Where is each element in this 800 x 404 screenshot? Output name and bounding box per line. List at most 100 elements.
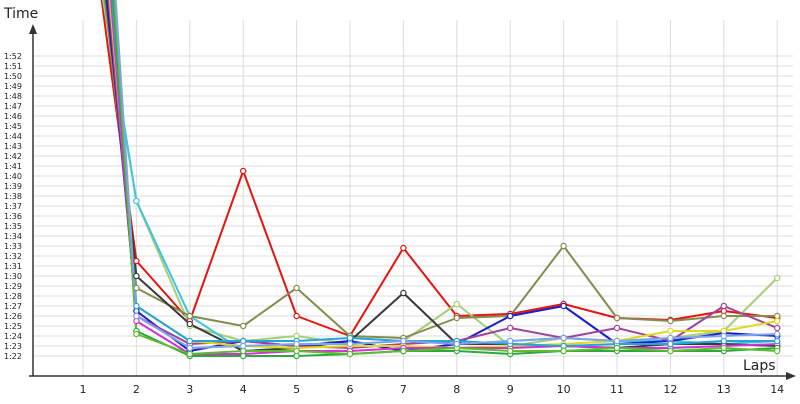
data-point <box>774 337 781 345</box>
data-point <box>560 347 567 355</box>
data-point <box>613 314 621 322</box>
data-point <box>133 312 140 320</box>
y-axis-arrow <box>29 24 37 34</box>
series-markers <box>133 167 781 360</box>
y-tick-label: 1:33 <box>4 242 22 251</box>
y-tick-label: 1:41 <box>4 162 22 171</box>
x-tick-label: 1 <box>80 383 87 396</box>
y-tick-label: 1:46 <box>4 112 22 121</box>
y-tick-label: 1:35 <box>4 222 22 231</box>
y-tick-label: 1:42 <box>4 152 22 161</box>
y-tick-label: 1:36 <box>4 212 22 221</box>
series-line <box>111 0 778 347</box>
y-tick-label: 1:52 <box>4 52 22 61</box>
data-point <box>613 337 621 345</box>
data-point <box>133 197 140 205</box>
data-point <box>560 302 567 310</box>
data-point <box>186 344 193 352</box>
series-line <box>114 0 778 349</box>
data-point <box>133 284 140 292</box>
y-tick-label: 1:45 <box>4 122 22 131</box>
data-point <box>720 344 728 352</box>
data-point <box>453 314 460 322</box>
x-tick-label: 6 <box>347 383 354 396</box>
data-point <box>720 312 728 320</box>
y-tick-label: 1:26 <box>4 312 22 321</box>
data-point <box>720 302 728 310</box>
y-tick-label: 1:27 <box>4 302 22 311</box>
y-axis-label: Time <box>3 6 38 22</box>
data-point <box>774 274 781 282</box>
y-tick-label: 1:39 <box>4 182 22 191</box>
data-point <box>774 347 781 355</box>
y-tick-label: 1:28 <box>4 292 22 301</box>
y-tick-label: 1:22 <box>4 352 22 361</box>
y-tick-label: 1:34 <box>4 232 22 241</box>
data-point <box>239 322 247 330</box>
data-point <box>667 334 674 342</box>
data-point <box>239 167 247 175</box>
data-point <box>400 347 407 355</box>
y-tick-label: 1:32 <box>4 252 22 261</box>
x-tick-label: 7 <box>400 383 407 396</box>
data-point <box>507 337 514 345</box>
data-point <box>293 284 300 292</box>
x-axis-arrow <box>786 372 796 380</box>
x-tick-label: 8 <box>453 383 460 396</box>
y-tick-labels: 1:221:231:241:251:261:271:281:291:301:31… <box>4 52 22 361</box>
data-point <box>774 330 781 338</box>
data-point <box>507 324 514 332</box>
data-point <box>133 302 140 310</box>
data-point <box>613 344 621 352</box>
x-tick-labels: 1 2 3 4 5 6 7 8 9 10 11 12 13 14 <box>80 383 785 396</box>
y-tick-label: 1:37 <box>4 202 22 211</box>
x-tick-label: 9 <box>507 383 514 396</box>
data-point <box>400 337 407 345</box>
data-point <box>667 340 674 348</box>
data-point <box>133 272 140 280</box>
y-tick-label: 1:44 <box>4 132 22 141</box>
data-point <box>346 334 354 342</box>
data-point <box>667 347 674 355</box>
y-tick-label: 1:40 <box>4 172 22 181</box>
data-point <box>667 327 674 335</box>
y-tick-label: 1:24 <box>4 332 22 341</box>
data-point <box>186 350 193 358</box>
data-point <box>346 350 354 358</box>
series-line <box>104 0 778 339</box>
data-point <box>453 340 460 348</box>
data-point <box>560 334 567 342</box>
series-lines <box>100 0 778 357</box>
data-point <box>186 312 193 320</box>
data-point <box>453 300 460 308</box>
data-point <box>400 244 407 252</box>
y-tick-label: 1:30 <box>4 272 22 281</box>
data-point <box>293 312 300 320</box>
x-tick-label: 11 <box>610 383 624 396</box>
data-point <box>774 324 781 332</box>
data-point <box>720 332 728 340</box>
series-line <box>113 0 778 355</box>
data-point <box>560 242 567 250</box>
x-axis-label: Laps <box>743 358 776 374</box>
x-tick-label: 4 <box>240 383 247 396</box>
y-tick-label: 1:43 <box>4 142 22 151</box>
x-tick-label: 10 <box>557 383 571 396</box>
data-point <box>133 330 140 338</box>
y-tick-label: 1:48 <box>4 92 22 101</box>
y-tick-label: 1:23 <box>4 342 22 351</box>
x-tick-label: 3 <box>186 383 193 396</box>
data-point <box>293 347 300 355</box>
y-tick-label: 1:38 <box>4 192 22 201</box>
y-tick-label: 1:47 <box>4 102 22 111</box>
data-point <box>667 317 674 325</box>
data-point <box>186 337 193 345</box>
y-tick-label: 1:31 <box>4 262 22 271</box>
y-tick-label: 1:29 <box>4 282 22 291</box>
x-tick-label: 13 <box>717 383 731 396</box>
x-tick-label: 2 <box>133 383 140 396</box>
data-point <box>774 317 781 325</box>
x-tick-label: 5 <box>293 383 300 396</box>
